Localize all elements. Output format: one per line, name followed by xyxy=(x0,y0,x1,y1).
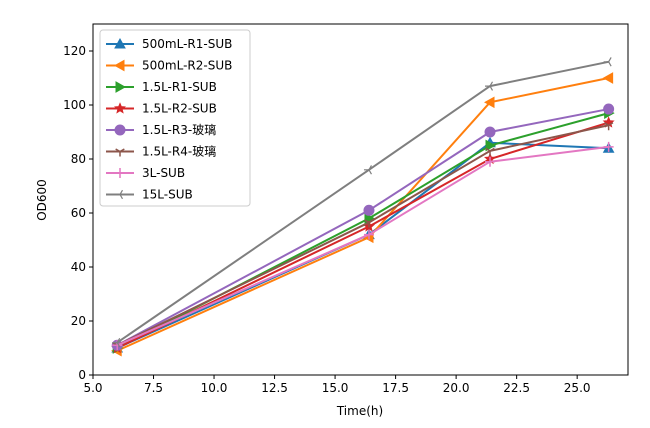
x-tick-label: 17.5 xyxy=(382,381,409,395)
legend-label: 1.5L-R3-玻璃 xyxy=(142,123,216,137)
legend-item: 1.5L-R2-SUB xyxy=(106,102,217,116)
legend-label: 1.5L-R2-SUB xyxy=(142,102,217,116)
legend-box xyxy=(99,29,251,207)
data-point-tri-down xyxy=(364,219,374,228)
data-point-plus xyxy=(485,156,496,167)
legend-item: 1.5L-R4-玻璃 xyxy=(106,145,216,159)
x-tick-label: 10.0 xyxy=(201,381,228,395)
y-axis-label: OD600 xyxy=(35,179,49,221)
y-tick-label: 20 xyxy=(71,314,86,328)
data-point-tri-left xyxy=(603,57,612,67)
legend-label: 1.5L-R1-SUB xyxy=(142,80,217,94)
data-point-tri-left xyxy=(485,81,494,91)
legend-item: 500mL-R1-SUB xyxy=(106,37,232,51)
legend-label: 15L-SUB xyxy=(142,188,193,202)
y-tick-label: 80 xyxy=(71,152,86,166)
y-tick-label: 0 xyxy=(78,368,86,382)
x-tick-label: 7.5 xyxy=(144,381,163,395)
data-point-triangle-right xyxy=(485,139,497,152)
data-point-plus xyxy=(115,168,125,178)
data-point-triangle-left xyxy=(483,96,495,109)
x-axis-label: Time(h) xyxy=(336,404,383,418)
series-line xyxy=(116,145,609,347)
legend-item: 500mL-R2-SUB xyxy=(106,59,232,73)
y-tick-label: 120 xyxy=(63,44,86,58)
legend-label: 3L-SUB xyxy=(142,166,185,180)
data-point-triangle-left xyxy=(602,72,614,84)
x-tick-label: 20.0 xyxy=(443,381,470,395)
x-tick-label: 25.0 xyxy=(564,381,591,395)
legend: 500mL-R1-SUB 500mL-R2-SUB 1.5L-R1-SUB 1.5L-… xyxy=(99,29,251,207)
data-point-triangle-left xyxy=(113,59,125,72)
data-point-plus xyxy=(603,141,614,152)
series-line xyxy=(116,141,609,349)
legend-label: 500mL-R1-SUB xyxy=(142,37,232,51)
data-point-star xyxy=(114,102,126,114)
data-point-circle xyxy=(603,103,615,115)
data-point-triangle-up xyxy=(114,37,126,49)
data-point-circle xyxy=(114,124,126,136)
data-point-tri-left xyxy=(115,189,124,200)
data-point-tri-down xyxy=(485,147,495,156)
series-7 xyxy=(112,57,612,348)
data-point-plus xyxy=(363,229,374,240)
x-tick-label: 12.5 xyxy=(261,381,288,395)
data-point-circle xyxy=(484,126,496,138)
data-point-tri-left xyxy=(363,165,372,175)
y-tick-label: 40 xyxy=(71,260,86,274)
data-point-tri-down xyxy=(115,148,125,157)
x-tick-label: 15.0 xyxy=(322,381,349,395)
legend-item: 3L-SUB xyxy=(106,166,185,180)
series-line xyxy=(116,60,609,344)
series-line xyxy=(116,121,609,349)
x-tick-label: 22.5 xyxy=(503,381,530,395)
legend-label: 1.5L-R4-玻璃 xyxy=(142,145,216,159)
y-tick-label: 60 xyxy=(71,206,86,220)
series-line xyxy=(116,108,609,347)
legend-label: 500mL-R2-SUB xyxy=(142,59,232,73)
legend-item: 15L-SUB xyxy=(106,188,193,202)
data-point-tri-down xyxy=(603,122,614,131)
legend-item: 1.5L-R1-SUB xyxy=(106,80,217,94)
data-point-triangle-right xyxy=(115,81,127,93)
series-line xyxy=(116,77,609,352)
x-tick-label: 5.0 xyxy=(83,381,102,395)
legend-item: 1.5L-R3-玻璃 xyxy=(106,123,216,137)
data-point-tri-left xyxy=(112,337,121,348)
plot-frame xyxy=(92,23,629,376)
data-point-circle xyxy=(363,204,375,216)
series-line xyxy=(116,124,609,347)
y-tick-label: 100 xyxy=(63,98,86,112)
